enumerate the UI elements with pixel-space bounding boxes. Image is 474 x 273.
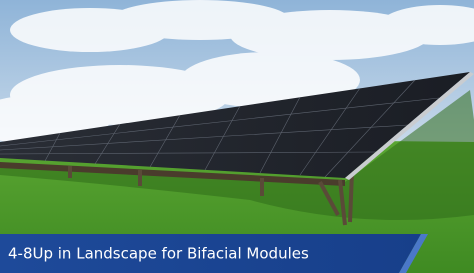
caption: 4-8Up in Landscape for Bifacial Modules	[8, 245, 309, 263]
caption-banner: 4-8Up in Landscape for Bifacial Modules	[0, 234, 428, 273]
product-image: 4-8Up in Landscape for Bifacial Modules	[0, 0, 474, 273]
page: 4-8Up in Landscape for Bifacial Modules …	[0, 0, 474, 273]
